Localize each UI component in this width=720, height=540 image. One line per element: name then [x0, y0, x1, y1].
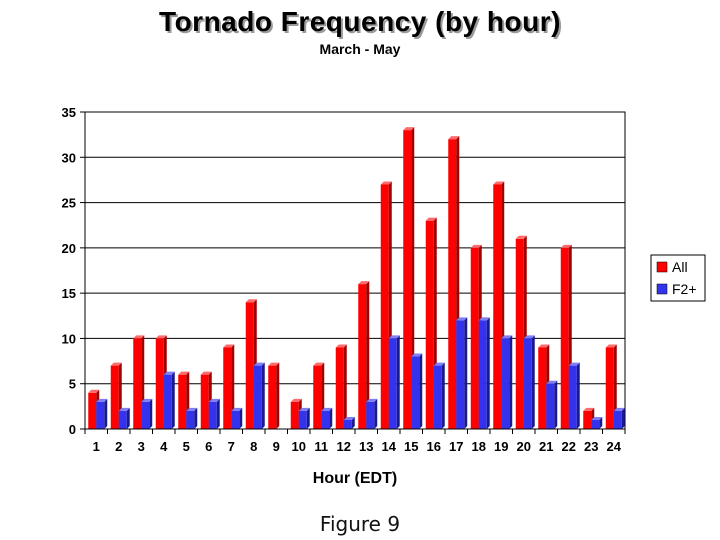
bar-f2-4: [163, 371, 175, 429]
x-tick-label: 23: [584, 439, 598, 454]
legend-label-all: All: [672, 259, 688, 275]
x-tick-label: 11: [314, 439, 328, 454]
bar-f2-19: [501, 335, 513, 429]
figure-caption: Figure 9: [319, 512, 401, 536]
legend-swatch-all: [656, 261, 668, 273]
bar-f2-13: [366, 398, 378, 429]
bar-f2-6: [208, 398, 220, 429]
x-tick-label: 13: [359, 439, 373, 454]
y-tick-label: 20: [62, 241, 76, 256]
x-tick-label: 17: [449, 439, 463, 454]
chart-subtitle: March - May: [319, 41, 401, 57]
x-tick-label: 18: [472, 439, 486, 454]
x-tick-label: 3: [138, 439, 145, 454]
bar-all-12: [335, 344, 347, 429]
plot-frame: [84, 111, 626, 430]
bar-f2-24: [613, 407, 625, 429]
legend-label-f2: F2+: [672, 281, 697, 297]
x-tick-label: 1: [93, 439, 100, 454]
bars: [88, 127, 625, 429]
x-tick-label: 24: [607, 439, 622, 454]
bar-f2-21: [546, 380, 558, 429]
bar-all-24: [605, 344, 617, 429]
bar-f2-5: [186, 407, 198, 429]
bar-f2-2: [118, 407, 130, 429]
bar-f2-20: [523, 335, 535, 429]
bar-all-7: [223, 344, 235, 429]
y-tick-label: 35: [62, 105, 76, 120]
x-tick-label: 8: [250, 439, 257, 454]
x-axis-title: Hour (EDT): [313, 470, 397, 487]
x-tick-label: 6: [205, 439, 212, 454]
x-tick-label: 9: [273, 439, 280, 454]
bar-f2-10: [298, 407, 310, 429]
x-tick-label: 5: [183, 439, 190, 454]
bar-f2-7: [231, 407, 243, 429]
bar-f2-11: [321, 407, 333, 429]
y-tick-label: 0: [69, 422, 76, 437]
bar-all-9: [268, 362, 280, 429]
x-tick-label: 19: [494, 439, 508, 454]
x-tick-label: 4: [160, 439, 168, 454]
legend: All F2+: [650, 254, 706, 302]
bar-f2-16: [433, 362, 445, 429]
y-tick-label: 10: [62, 331, 76, 346]
bar-f2-14: [388, 335, 400, 429]
y-tick-label: 15: [62, 286, 76, 301]
y-tick-label: 30: [62, 150, 76, 165]
x-tick-label: 15: [404, 439, 418, 454]
x-tick-label: 22: [562, 439, 576, 454]
gridlines: [84, 111, 626, 430]
x-tick-label: 14: [382, 439, 397, 454]
x-tick-label: 16: [427, 439, 441, 454]
x-tick-label: 2: [115, 439, 122, 454]
chart-title: Tornado Frequency (by hour): [159, 6, 561, 37]
x-tick-label: 10: [292, 439, 306, 454]
bar-f2-22: [568, 362, 580, 429]
x-tick-label: 7: [228, 439, 235, 454]
x-tick-label: 21: [539, 439, 553, 454]
x-tick-label: 12: [337, 439, 351, 454]
bar-f2-23: [591, 416, 603, 429]
legend-swatch-f2: [656, 283, 668, 295]
y-tick-label: 25: [62, 196, 76, 211]
x-tick-label: 20: [517, 439, 531, 454]
bar-f2-8: [253, 362, 265, 429]
bar-f2-3: [141, 398, 153, 429]
bar-all-13: [358, 281, 370, 429]
bar-f2-18: [478, 317, 490, 429]
bar-all-15: [403, 127, 415, 429]
bar-f2-15: [411, 353, 423, 429]
bar-f2-1: [96, 398, 108, 429]
bar-f2-17: [456, 317, 468, 429]
bar-f2-12: [343, 416, 355, 429]
y-tick-label: 5: [69, 377, 76, 392]
